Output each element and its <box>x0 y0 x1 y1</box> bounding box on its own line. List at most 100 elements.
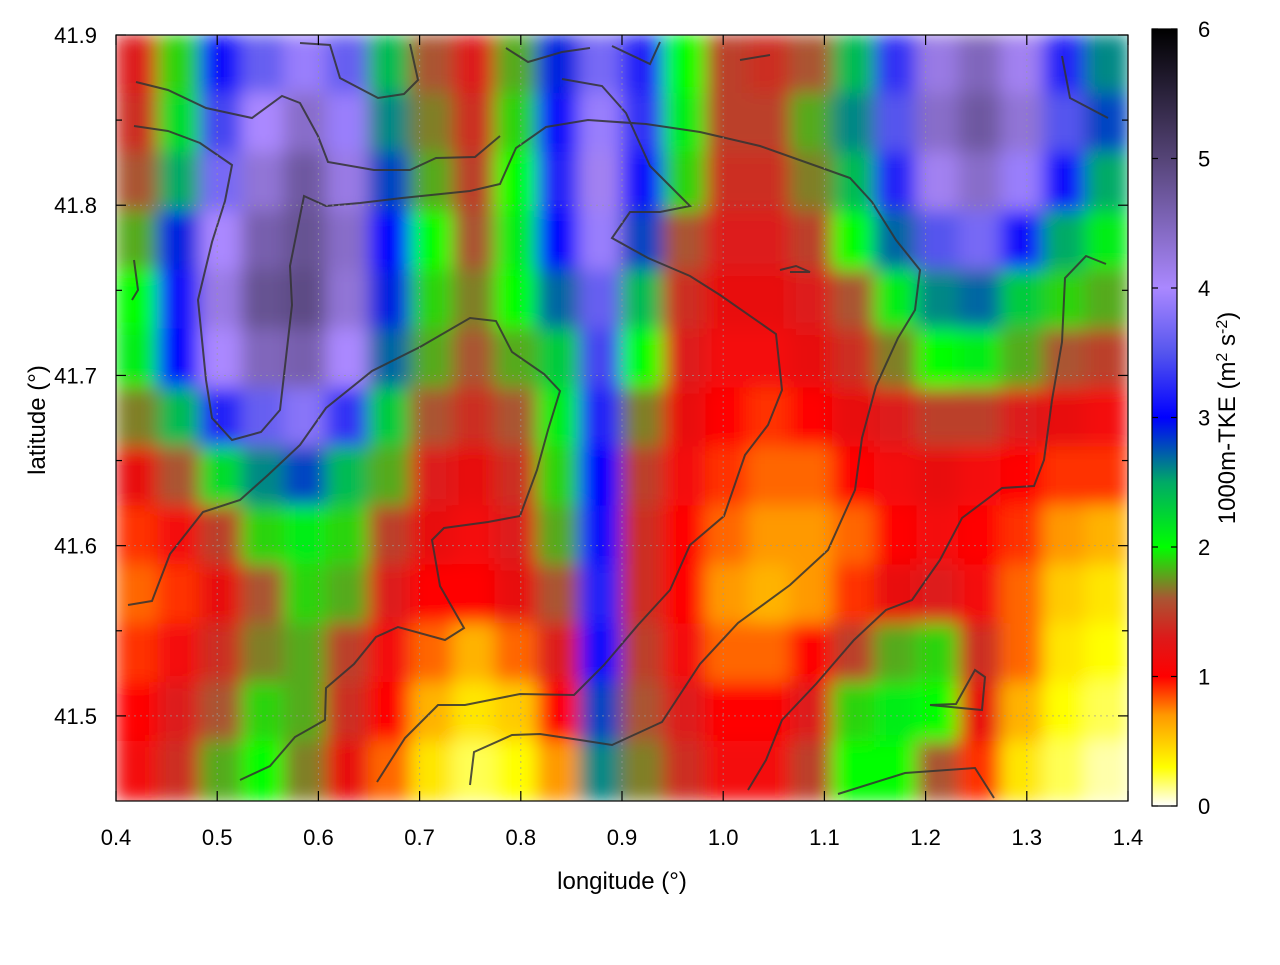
heatmap-cell <box>831 35 876 95</box>
heatmap-cell <box>536 151 581 213</box>
heatmap-cell <box>1084 92 1128 154</box>
x-tick-label: 1.4 <box>1113 825 1144 850</box>
heatmap-cell <box>1084 446 1128 508</box>
colorbar-tick-label: 6 <box>1198 17 1210 42</box>
heatmap-cell <box>494 210 539 272</box>
heatmap-cell <box>621 387 666 449</box>
contour-line <box>376 78 784 783</box>
heatmap-cell <box>368 328 413 390</box>
heatmap-cell <box>1000 387 1045 449</box>
colorbar-label-sup1: 2 <box>1214 353 1231 362</box>
x-tick-label: 0.8 <box>506 825 537 850</box>
y-tick-label: 41.5 <box>54 704 97 729</box>
heatmap-cell <box>578 387 623 449</box>
colorbar-ticks <box>1152 28 1177 807</box>
contour-line <box>1061 55 1109 119</box>
contour-line <box>611 41 661 66</box>
heatmap-cell <box>157 623 202 685</box>
heatmap-cell <box>1000 35 1045 95</box>
heatmap-cell <box>199 35 244 95</box>
heatmap-cell <box>705 92 750 154</box>
heatmap-cell <box>199 564 244 626</box>
heatmap-cell <box>1042 741 1087 801</box>
heatmap-cell <box>452 328 497 390</box>
heatmap-cell <box>199 210 244 272</box>
heatmap-cell <box>1000 151 1045 213</box>
heatmap-cell <box>536 210 581 272</box>
heatmap-cell <box>325 328 370 390</box>
tke-heatmap-field <box>116 35 1128 801</box>
heatmap-cell <box>916 682 961 744</box>
heatmap-cell <box>705 741 750 801</box>
heatmap-cell <box>410 741 455 801</box>
contour-line <box>133 118 922 786</box>
heatmap-cell <box>831 210 876 272</box>
heatmap-cell <box>410 505 455 567</box>
heatmap-cell <box>831 682 876 744</box>
contour-line <box>505 47 591 64</box>
heatmap-cell <box>705 328 750 390</box>
heatmap-cell <box>621 623 666 685</box>
heatmap-cell <box>283 387 328 449</box>
heatmap-cell <box>621 741 666 801</box>
heatmap-cell <box>958 92 1003 154</box>
heatmap-cell <box>958 35 1003 95</box>
heatmap-cell <box>199 151 244 213</box>
heatmap-cell <box>241 210 286 272</box>
heatmap-cell <box>663 682 708 744</box>
heatmap-cell <box>116 92 160 154</box>
heatmap-cell <box>157 269 202 331</box>
heatmap-cell <box>789 151 834 213</box>
heatmap-cell <box>452 682 497 744</box>
heatmap-cell <box>1084 387 1128 449</box>
heatmap-cell <box>116 446 160 508</box>
heatmap-cell <box>283 682 328 744</box>
heatmap-cell <box>705 682 750 744</box>
contour-line <box>837 766 995 799</box>
heatmap-cell <box>283 328 328 390</box>
heatmap-cell <box>831 446 876 508</box>
heatmap-cell <box>747 210 792 272</box>
heatmap-cell <box>1042 623 1087 685</box>
heatmap-cell <box>874 151 919 213</box>
heatmap-cell <box>1084 35 1128 95</box>
heatmap-cell <box>368 387 413 449</box>
heatmap-cell <box>621 269 666 331</box>
heatmap-cell <box>747 387 792 449</box>
grid-lines <box>116 35 1128 801</box>
colorbar-label-mid: s <box>1214 334 1241 353</box>
heatmap-cell <box>578 269 623 331</box>
heatmap-cell <box>368 682 413 744</box>
heatmap-cell <box>958 564 1003 626</box>
colorbar-tick-labels: 0 1 2 3 4 5 6 <box>1198 17 1210 819</box>
heatmap-cell <box>916 564 961 626</box>
heatmap-cell <box>1000 505 1045 567</box>
y-tick-label: 41.6 <box>54 534 97 559</box>
heatmap-cell <box>494 564 539 626</box>
heatmap-cell <box>410 328 455 390</box>
x-tick-label: 1.1 <box>809 825 840 850</box>
heatmap-cell <box>116 35 160 95</box>
heatmap-cell <box>663 446 708 508</box>
heatmap-cell <box>410 35 455 95</box>
heatmap-cell <box>368 92 413 154</box>
heatmap-cell <box>621 564 666 626</box>
heatmap-cell <box>410 564 455 626</box>
heatmap-cell <box>747 151 792 213</box>
heatmap-cell <box>410 269 455 331</box>
heatmap-cell <box>157 151 202 213</box>
heatmap-cell <box>874 623 919 685</box>
heatmap-cell <box>1000 741 1045 801</box>
heatmap-cell <box>747 564 792 626</box>
heatmap-cell <box>1000 210 1045 272</box>
heatmap-cell <box>241 446 286 508</box>
heatmap-cell <box>1042 328 1087 390</box>
heatmap-cell <box>368 741 413 801</box>
heatmap-cell <box>494 92 539 154</box>
y-tick-label: 41.9 <box>54 23 97 48</box>
heatmap-cell <box>916 328 961 390</box>
contour-line <box>779 264 811 273</box>
x-tick-label: 0.9 <box>607 825 638 850</box>
heatmap-cell <box>789 505 834 567</box>
